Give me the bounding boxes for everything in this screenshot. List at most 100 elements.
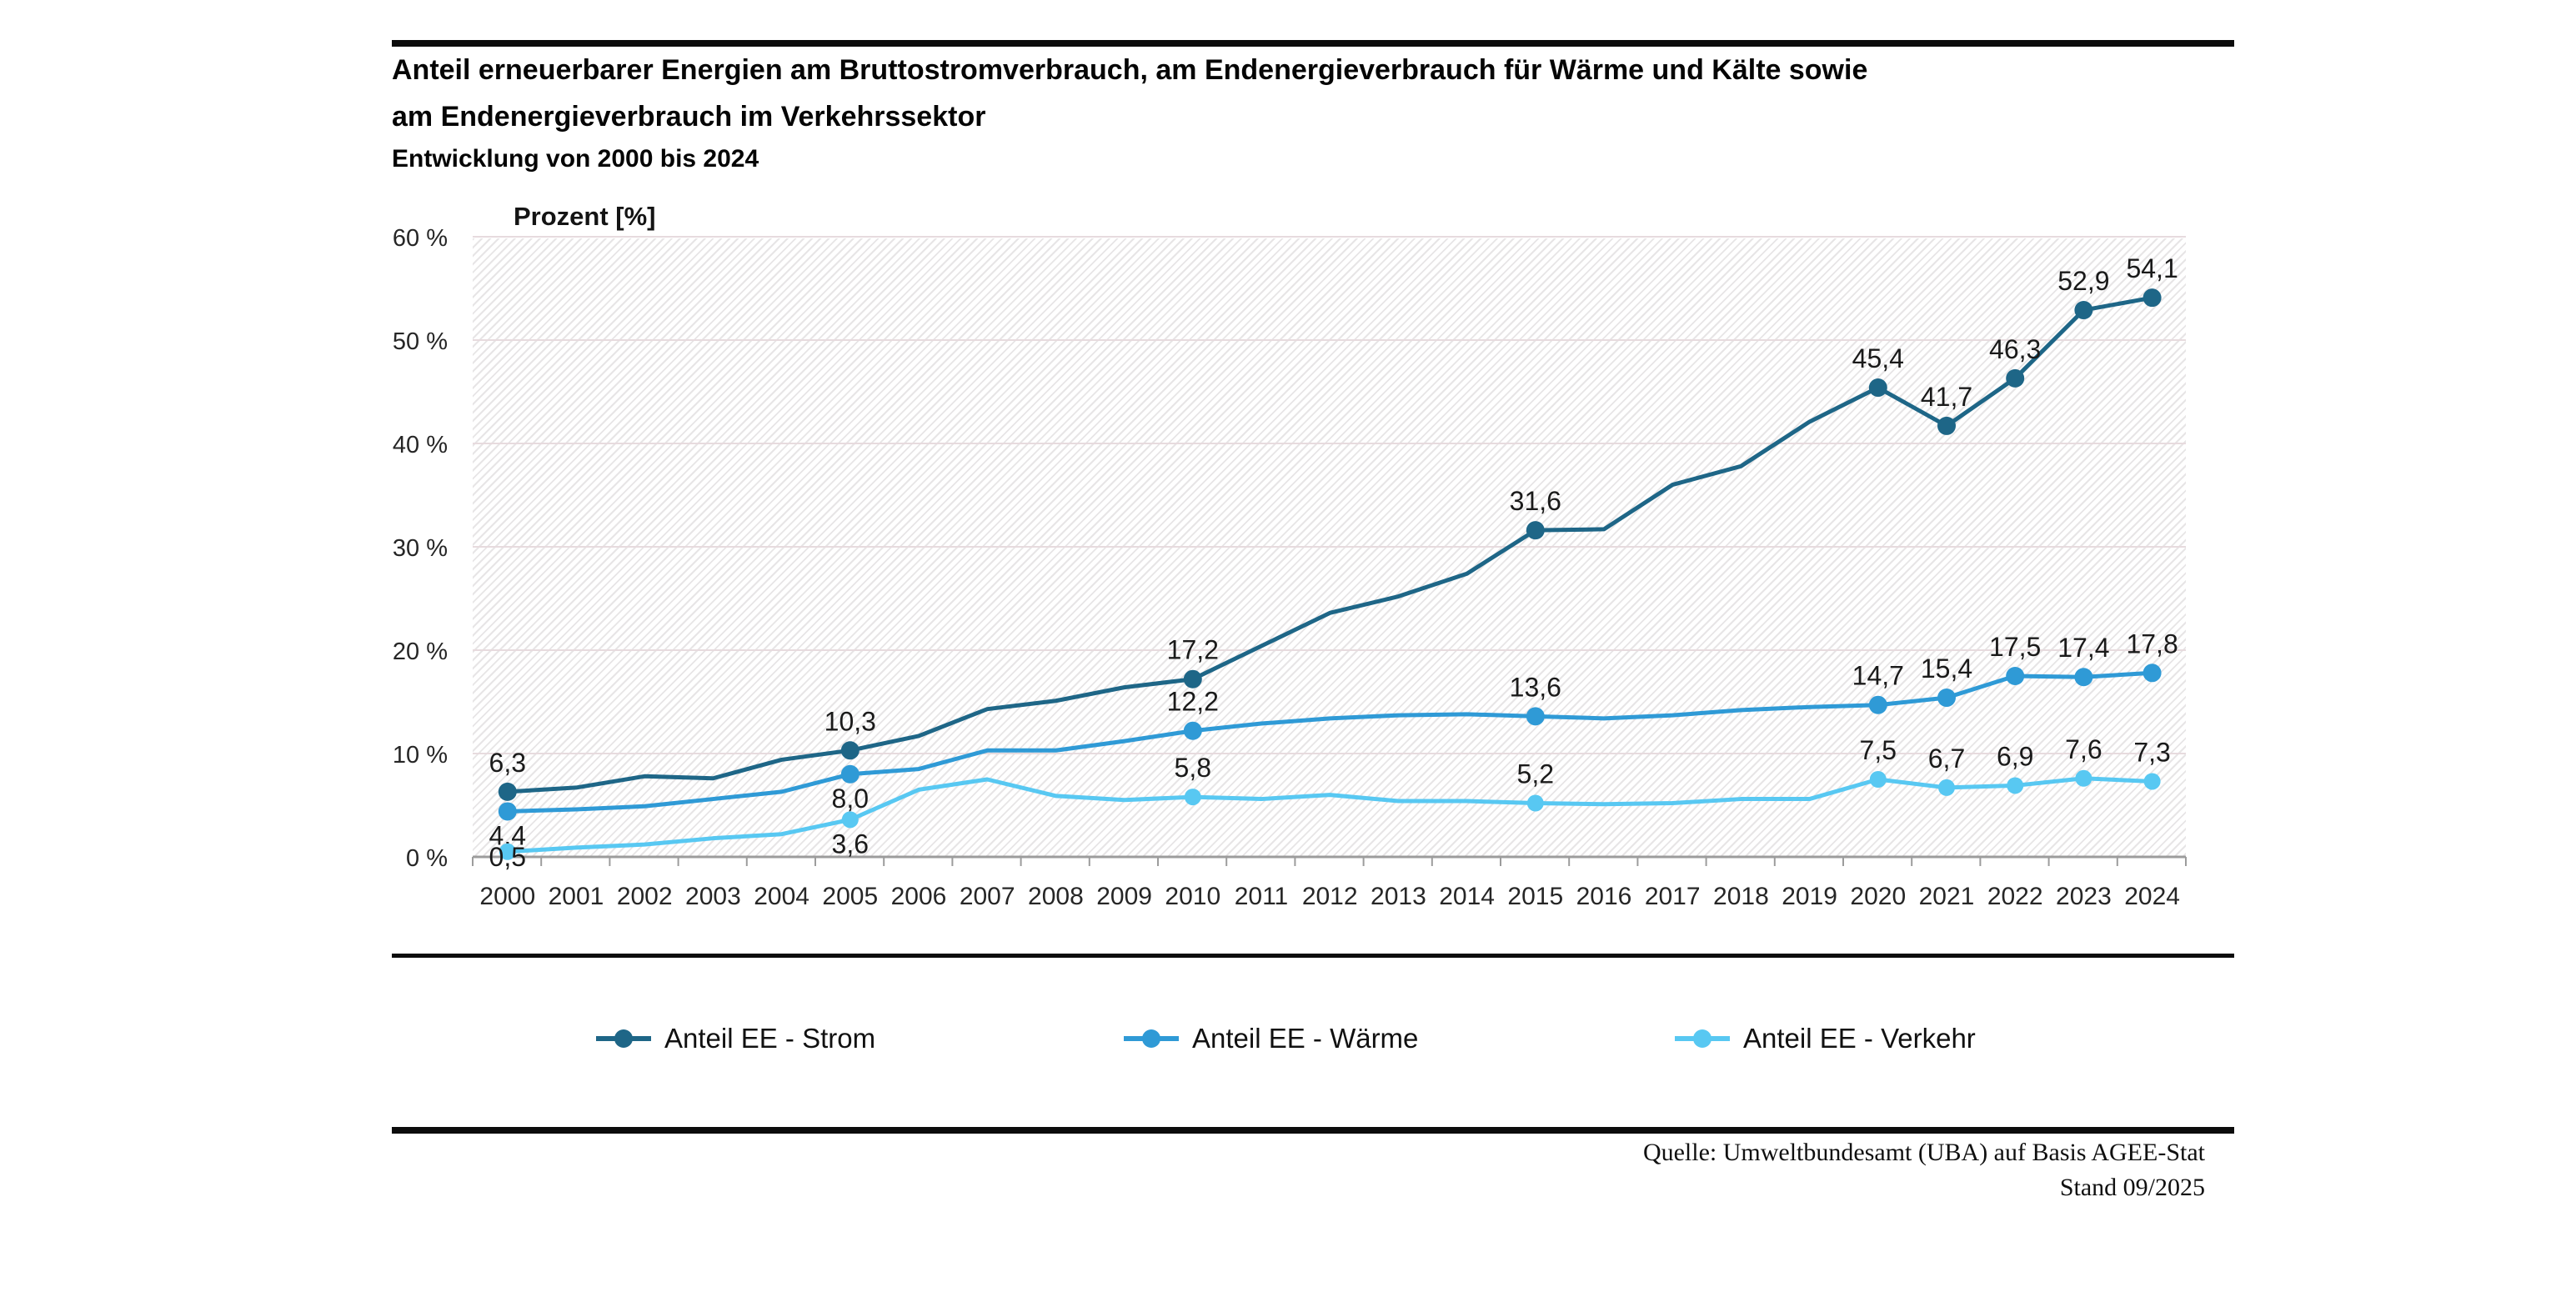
data-point-dot bbox=[2075, 769, 2092, 787]
data-point-label: 31,6 bbox=[1510, 486, 1561, 516]
legend-line-marker-icon bbox=[1675, 1029, 1730, 1048]
y-tick-label: 0 % bbox=[406, 845, 448, 872]
legend-item-verkehr: Anteil EE - Verkehr bbox=[1673, 1015, 1976, 1062]
data-point-dot bbox=[1869, 771, 1887, 788]
data-point-dot bbox=[2074, 301, 2093, 320]
data-point-label: 6,9 bbox=[1997, 741, 2033, 771]
legend-label-waerme: Anteil EE - Wärme bbox=[1192, 1023, 1419, 1054]
x-tick-label: 2023 bbox=[2056, 883, 2112, 910]
data-point-label: 5,2 bbox=[1517, 759, 1554, 789]
data-point-label: 7,5 bbox=[1860, 735, 1897, 765]
data-point-label: 3,6 bbox=[832, 829, 869, 859]
y-tick-label: 20 % bbox=[393, 638, 448, 665]
y-axis-unit-label: Prozent [%] bbox=[514, 202, 656, 231]
x-tick-label: 2011 bbox=[1235, 883, 1289, 910]
data-point-dot bbox=[2142, 288, 2162, 308]
chart-svg: 0 % 10 % 20 % 30 % 40 % 50 % 60 % 2000 2001 2002 2… bbox=[393, 225, 2187, 910]
data-point-label: 17,8 bbox=[2126, 628, 2178, 659]
data-point-dot bbox=[1183, 721, 1202, 740]
data-point-dot bbox=[1938, 779, 1955, 796]
legend-item-waerme: Anteil EE - Wärme bbox=[1122, 1015, 1418, 1062]
data-point-dot bbox=[2142, 664, 2162, 683]
x-tick-label: 2009 bbox=[1096, 883, 1152, 910]
x-tick-label: 2000 bbox=[479, 883, 535, 910]
data-point-dot bbox=[1937, 416, 1956, 435]
chart-title-line1: Anteil erneuerbarer Energien am Bruttost… bbox=[392, 54, 1868, 86]
data-point-dot bbox=[1937, 689, 1956, 708]
data-point-label: 15,4 bbox=[1921, 654, 1972, 684]
data-point-label: 45,4 bbox=[1852, 343, 1904, 373]
data-point-dot bbox=[1868, 695, 1887, 714]
data-point-dot bbox=[2006, 368, 2025, 388]
data-point-dot bbox=[2006, 667, 2025, 685]
data-point-dot bbox=[1868, 378, 1887, 398]
data-point-label: 7,3 bbox=[2133, 737, 2170, 767]
data-point-dot bbox=[2074, 668, 2093, 687]
data-point-dot bbox=[2143, 773, 2161, 790]
data-point-label: 6,7 bbox=[1928, 744, 1965, 774]
data-point-label: 41,7 bbox=[1921, 382, 1972, 412]
data-point-dot bbox=[1526, 794, 1544, 812]
data-point-label: 5,8 bbox=[1175, 753, 1211, 783]
data-point-dot bbox=[498, 802, 517, 821]
x-tick-label: 2016 bbox=[1576, 883, 1632, 910]
data-point-label: 12,2 bbox=[1167, 687, 1219, 717]
data-point-label: 0,5 bbox=[489, 842, 526, 872]
chart-title-line2: am Endenergieverbrauch im Verkehrssektor bbox=[392, 101, 986, 133]
legend: Anteil EE - Strom Anteil EE - Wärme Ante… bbox=[0, 1015, 2576, 1062]
y-tick-label: 10 % bbox=[393, 742, 448, 769]
data-point-dot bbox=[841, 811, 859, 829]
data-point-label: 17,2 bbox=[1167, 635, 1219, 665]
data-point-dot bbox=[840, 764, 860, 784]
divider-rule-bottom bbox=[392, 1127, 2234, 1134]
data-point-label: 7,6 bbox=[2065, 734, 2102, 764]
x-tick-label: 2002 bbox=[617, 883, 673, 910]
x-tick-label: 2007 bbox=[960, 883, 1015, 910]
data-point-dot bbox=[2007, 777, 2024, 794]
data-point-label: 54,1 bbox=[2126, 253, 2178, 283]
data-point-label: 14,7 bbox=[1852, 661, 1904, 691]
legend-line-marker-icon bbox=[1124, 1029, 1179, 1048]
legend-label-verkehr: Anteil EE - Verkehr bbox=[1743, 1023, 1976, 1054]
legend-line-marker-icon bbox=[596, 1029, 651, 1048]
y-tick-label: 60 % bbox=[393, 225, 448, 252]
series-line-2 bbox=[505, 776, 2155, 854]
data-point-label: 17,5 bbox=[1989, 632, 2041, 662]
data-point-dot bbox=[1184, 789, 1201, 806]
legend-label-strom: Anteil EE - Strom bbox=[664, 1023, 876, 1054]
series-line-1 bbox=[505, 670, 2155, 814]
x-tick-label: 2024 bbox=[2124, 883, 2180, 910]
legend-item-strom: Anteil EE - Strom bbox=[594, 1015, 875, 1062]
divider-rule-middle bbox=[392, 954, 2234, 958]
y-tick-label: 40 % bbox=[393, 432, 448, 458]
data-point-label: 8,0 bbox=[832, 784, 869, 814]
data-point-label: 6,3 bbox=[489, 748, 526, 778]
data-point-label: 10,3 bbox=[824, 706, 876, 736]
x-tick-label: 2012 bbox=[1302, 883, 1358, 910]
data-point-dot bbox=[498, 782, 517, 801]
data-point-dot bbox=[1526, 521, 1545, 540]
x-tick-label: 2001 bbox=[549, 883, 604, 910]
x-tick-label: 2005 bbox=[822, 883, 878, 910]
data-point-dot bbox=[840, 741, 860, 760]
x-tick-label: 2018 bbox=[1713, 883, 1769, 910]
data-point-label: 52,9 bbox=[2057, 266, 2109, 296]
x-tick-label: 2015 bbox=[1507, 883, 1563, 910]
x-tick-label: 2003 bbox=[685, 883, 741, 910]
x-tick-label: 2021 bbox=[1919, 883, 1975, 910]
x-tick-label: 2014 bbox=[1439, 883, 1495, 910]
x-tick-label: 2010 bbox=[1165, 883, 1220, 910]
top-rule bbox=[392, 40, 2234, 47]
chart-subtitle: Entwicklung von 2000 bis 2024 bbox=[392, 145, 759, 173]
y-tick-label: 30 % bbox=[393, 535, 448, 562]
x-tick-label: 2006 bbox=[891, 883, 947, 910]
data-point-dot bbox=[499, 843, 516, 860]
source-line: Quelle: Umweltbundesamt (UBA) auf Basis … bbox=[1642, 1139, 2205, 1166]
x-tick-label: 2019 bbox=[1782, 883, 1837, 910]
x-tick-label: 2013 bbox=[1371, 883, 1426, 910]
data-point-label: 13,6 bbox=[1510, 672, 1561, 702]
x-tick-label: 2017 bbox=[1645, 883, 1701, 910]
x-tick-label: 2008 bbox=[1028, 883, 1084, 910]
data-point-dot bbox=[1183, 669, 1202, 689]
